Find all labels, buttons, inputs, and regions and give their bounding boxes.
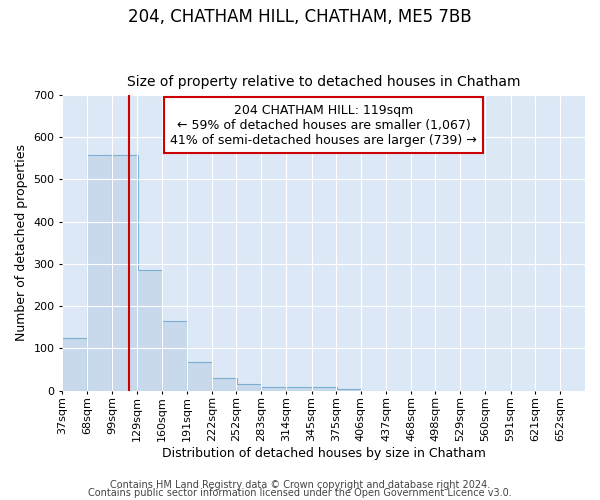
Text: Contains public sector information licensed under the Open Government Licence v3: Contains public sector information licen… <box>88 488 512 498</box>
Bar <box>88 155 112 391</box>
Bar <box>187 362 212 391</box>
Bar <box>62 338 88 391</box>
Bar <box>262 388 286 391</box>
Bar <box>286 386 311 391</box>
Bar <box>311 386 337 391</box>
Text: 204 CHATHAM HILL: 119sqm
← 59% of detached houses are smaller (1,067)
41% of sem: 204 CHATHAM HILL: 119sqm ← 59% of detach… <box>170 104 477 146</box>
Title: Size of property relative to detached houses in Chatham: Size of property relative to detached ho… <box>127 76 520 90</box>
X-axis label: Distribution of detached houses by size in Chatham: Distribution of detached houses by size … <box>162 447 485 460</box>
Bar <box>336 388 361 391</box>
Text: 204, CHATHAM HILL, CHATHAM, ME5 7BB: 204, CHATHAM HILL, CHATHAM, ME5 7BB <box>128 8 472 26</box>
Bar <box>137 270 162 391</box>
Bar <box>212 378 237 391</box>
Text: Contains HM Land Registry data © Crown copyright and database right 2024.: Contains HM Land Registry data © Crown c… <box>110 480 490 490</box>
Bar <box>236 384 262 391</box>
Y-axis label: Number of detached properties: Number of detached properties <box>15 144 28 342</box>
Bar <box>162 321 187 391</box>
Bar <box>112 156 137 391</box>
